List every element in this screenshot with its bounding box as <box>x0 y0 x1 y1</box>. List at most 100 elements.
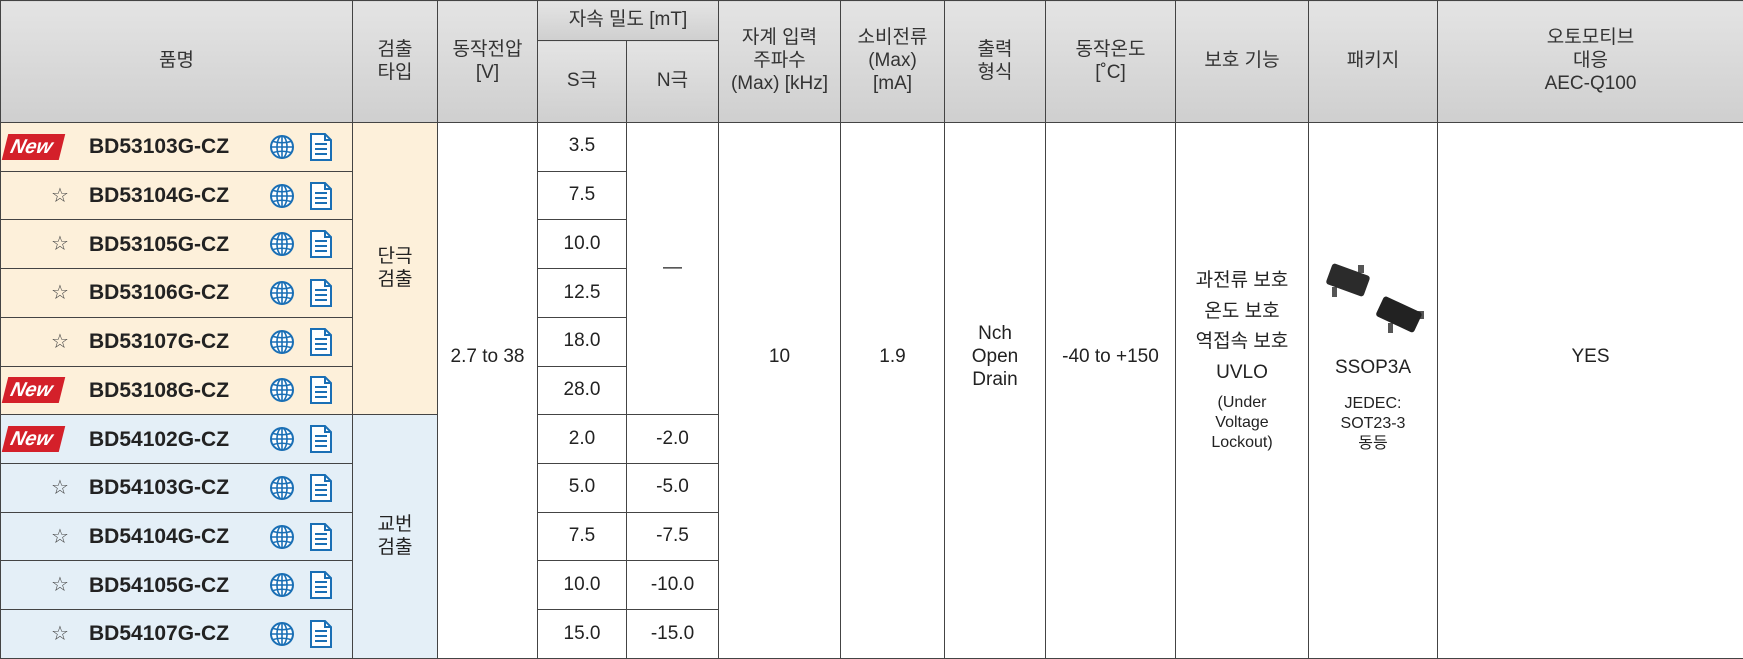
datasheet-icon[interactable] <box>309 424 333 454</box>
marker-wrap: New <box>1 377 89 403</box>
current: 1.9 <box>841 123 945 659</box>
star: ☆ <box>51 232 69 256</box>
marker-wrap: ☆ <box>1 232 89 256</box>
web-icon[interactable] <box>269 134 295 160</box>
header-voltage-line: [V] <box>438 62 537 85</box>
product-name-cell: ☆BD53106G-CZ <box>1 269 353 318</box>
web-icon[interactable] <box>269 280 295 306</box>
product-name[interactable]: BD53106G-CZ <box>89 280 269 305</box>
marker-wrap: ☆ <box>1 184 89 208</box>
s-pole-value: 28.0 <box>538 366 627 415</box>
product-name[interactable]: BD53108G-CZ <box>89 378 269 403</box>
marker-wrap: New <box>1 426 89 452</box>
web-icon[interactable] <box>269 572 295 598</box>
frequency: 10 <box>719 123 841 659</box>
s-pole-value: 3.5 <box>538 123 627 172</box>
star: ☆ <box>51 622 69 646</box>
icons <box>269 327 333 357</box>
header-protection: 보호 기능 <box>1176 1 1309 123</box>
star: ☆ <box>51 330 69 354</box>
header-voltage: 동작전압[V] <box>438 1 538 123</box>
header-temperature-line: [˚C] <box>1046 62 1175 85</box>
header-flux: 자속 밀도 [mT] <box>538 1 719 41</box>
detection-type-line: 교번 <box>353 514 437 537</box>
datasheet-icon[interactable] <box>309 229 333 259</box>
name-box: ☆ BD53107G-CZ <box>1 318 352 366</box>
web-icon[interactable] <box>269 524 295 550</box>
product-name-cell: ☆ BD54107G-CZ <box>1 610 353 659</box>
product-name[interactable]: BD53103G-CZ <box>89 134 269 159</box>
product-name[interactable]: BD54105G-CZ <box>89 573 269 598</box>
product-name[interactable]: BD54107G-CZ <box>89 621 269 646</box>
name-box: ☆BD54103G-CZ <box>1 464 352 512</box>
s-pole-value: 10.0 <box>538 220 627 269</box>
s-pole-value: 7.5 <box>538 512 627 561</box>
protection-note-line: Voltage <box>1176 413 1308 433</box>
web-icon[interactable] <box>269 426 295 452</box>
s-pole-value: 18.0 <box>538 317 627 366</box>
product-name[interactable]: BD53105G-CZ <box>89 232 269 257</box>
header-automotive-line: AEC-Q100 <box>1438 73 1743 96</box>
header-s-pole: S극 <box>538 41 627 123</box>
star: ☆ <box>51 573 69 597</box>
datasheet-icon[interactable] <box>309 181 333 211</box>
web-icon[interactable] <box>269 231 295 257</box>
datasheet-icon[interactable] <box>309 278 333 308</box>
package-note-line: 동등 <box>1309 434 1437 454</box>
marker-wrap: ☆ <box>1 281 89 305</box>
datasheet-icon[interactable] <box>309 327 333 357</box>
datasheet-icon[interactable] <box>309 132 333 162</box>
icons <box>269 181 333 211</box>
n-pole-value: -15.0 <box>627 610 719 659</box>
star: ☆ <box>51 184 69 208</box>
protection-item: 온도 보호 <box>1176 301 1308 324</box>
marker-wrap: ☆ <box>1 330 89 354</box>
datasheet-icon[interactable] <box>309 570 333 600</box>
header-output-line: 형식 <box>945 62 1045 85</box>
name-box: ☆ BD54105G-CZ <box>1 561 352 609</box>
icons <box>269 522 333 552</box>
web-icon[interactable] <box>269 183 295 209</box>
marker-wrap: ☆ <box>1 573 89 597</box>
product-name-cell: ☆ BD53105G-CZ <box>1 220 353 269</box>
name-box: ☆ BD53104G-CZ <box>1 172 352 220</box>
web-icon[interactable] <box>269 377 295 403</box>
package-note-line: SOT23-3 <box>1309 414 1437 434</box>
n-pole-value: -5.0 <box>627 464 719 513</box>
product-name[interactable]: BD54104G-CZ <box>89 524 269 549</box>
name-box: ☆BD54104G-CZ <box>1 513 352 561</box>
new-badge: New <box>2 377 66 403</box>
s-pole-value: 10.0 <box>538 561 627 610</box>
temperature: -40 to +150 <box>1046 123 1176 659</box>
web-icon[interactable] <box>269 329 295 355</box>
product-name[interactable]: BD54103G-CZ <box>89 475 269 500</box>
product-name[interactable]: BD53104G-CZ <box>89 183 269 208</box>
datasheet-icon[interactable] <box>309 473 333 503</box>
s-pole-value: 5.0 <box>538 464 627 513</box>
header-frequency-line: 자계 입력 <box>719 27 840 50</box>
product-name[interactable]: BD53107G-CZ <box>89 329 269 354</box>
output-line: Nch <box>945 323 1045 346</box>
s-pole-value: 15.0 <box>538 610 627 659</box>
datasheet-icon[interactable] <box>309 375 333 405</box>
header-automotive-line: 대응 <box>1438 50 1743 73</box>
marker-wrap: ☆ <box>1 525 89 549</box>
web-icon[interactable] <box>269 621 295 647</box>
name-box: New BD53108G-CZ <box>1 367 352 415</box>
product-name[interactable]: BD54102G-CZ <box>89 427 269 452</box>
name-box: ☆BD53106G-CZ <box>1 269 352 317</box>
protection-item: UVLO <box>1176 362 1308 385</box>
datasheet-icon[interactable] <box>309 619 333 649</box>
header-name: 품명 <box>1 1 353 123</box>
datasheet-icon[interactable] <box>309 522 333 552</box>
web-icon[interactable] <box>269 475 295 501</box>
